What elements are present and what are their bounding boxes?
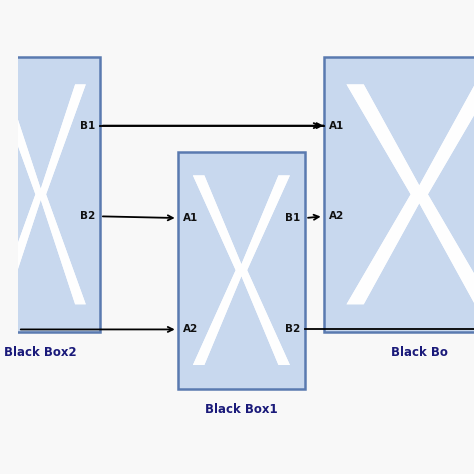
- Text: Black Bo: Black Bo: [391, 346, 448, 359]
- Text: A1: A1: [329, 120, 344, 131]
- Text: A2: A2: [329, 211, 344, 221]
- Text: A1: A1: [183, 213, 198, 223]
- Polygon shape: [346, 84, 474, 304]
- Bar: [0, 57, 100, 332]
- Polygon shape: [346, 84, 474, 304]
- Polygon shape: [0, 84, 86, 304]
- Text: B1: B1: [80, 120, 95, 131]
- Text: A2: A2: [183, 324, 198, 335]
- Text: B2: B2: [284, 324, 300, 335]
- Polygon shape: [193, 175, 290, 365]
- Bar: [178, 152, 305, 389]
- Polygon shape: [193, 175, 290, 365]
- Text: B2: B2: [80, 211, 95, 221]
- Polygon shape: [0, 84, 86, 304]
- Text: B1: B1: [284, 213, 300, 223]
- Text: Black Box1: Black Box1: [205, 403, 278, 416]
- Text: Black Box2: Black Box2: [4, 346, 77, 359]
- Bar: [323, 57, 474, 332]
